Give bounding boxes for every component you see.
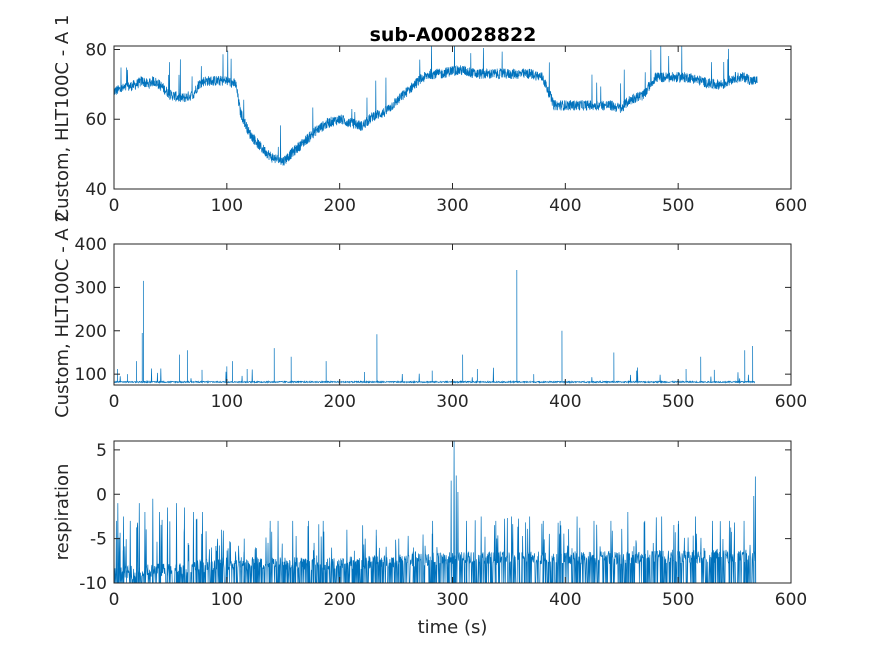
- x-tick-label: 300: [436, 196, 468, 216]
- x-tick-label: 100: [211, 590, 243, 610]
- y-tick-label: 300: [75, 278, 107, 298]
- x-tick-label: 100: [211, 392, 243, 412]
- x-tick-label: 200: [323, 392, 355, 412]
- y-tick-label: 5: [96, 441, 107, 461]
- x-tick-label: 300: [436, 590, 468, 610]
- y-axis-label-2: Custom, HLT100C - A 2: [52, 211, 73, 418]
- x-tick-label: 400: [549, 392, 581, 412]
- series-line-3: [114, 441, 757, 583]
- y-tick-label: 40: [85, 180, 107, 200]
- x-tick-label: 500: [662, 590, 694, 610]
- y-tick-label: 0: [96, 485, 107, 505]
- subplot-3: 0 100 200 300 400 500 600 -10 -5 0 5 respiration tim…: [52, 440, 807, 638]
- subplot-1: 0 100 200 300 400 500 600 40 60 80 Custom, HLT100C…: [52, 15, 807, 222]
- y-tick-label: 200: [75, 322, 107, 342]
- series-line-1: [114, 46, 758, 166]
- x-tick-label: 400: [549, 196, 581, 216]
- y-tick-label: -5: [90, 530, 107, 550]
- y-axis-label-1: Custom, HLT100C - A 1: [52, 15, 73, 222]
- x-tick-label: 600: [775, 196, 807, 216]
- x-tick-label: 600: [775, 590, 807, 610]
- y-tick-label: -10: [79, 574, 107, 594]
- x-tick-label: 0: [109, 196, 120, 216]
- x-tick-label: 200: [323, 196, 355, 216]
- y-axis-label-3: respiration: [52, 464, 73, 561]
- x-tick-label: 600: [775, 392, 807, 412]
- x-tick-label: 500: [662, 196, 694, 216]
- y-tick-label: 100: [75, 365, 107, 385]
- y-tick-label: 80: [85, 40, 107, 60]
- x-tick-label: 300: [436, 392, 468, 412]
- x-tick-label: 200: [323, 590, 355, 610]
- x-tick-label: 0: [109, 590, 120, 610]
- x-tick-label: 400: [549, 590, 581, 610]
- figure-title: sub-A00028822: [370, 24, 537, 46]
- y-tick-label: 400: [75, 235, 107, 255]
- x-tick-label: 500: [662, 392, 694, 412]
- x-axis-label: time (s): [418, 617, 488, 638]
- x-tick-label: 100: [211, 196, 243, 216]
- series-line-2: [114, 270, 756, 384]
- x-tick-label: 0: [109, 392, 120, 412]
- y-tick-label: 60: [85, 110, 107, 130]
